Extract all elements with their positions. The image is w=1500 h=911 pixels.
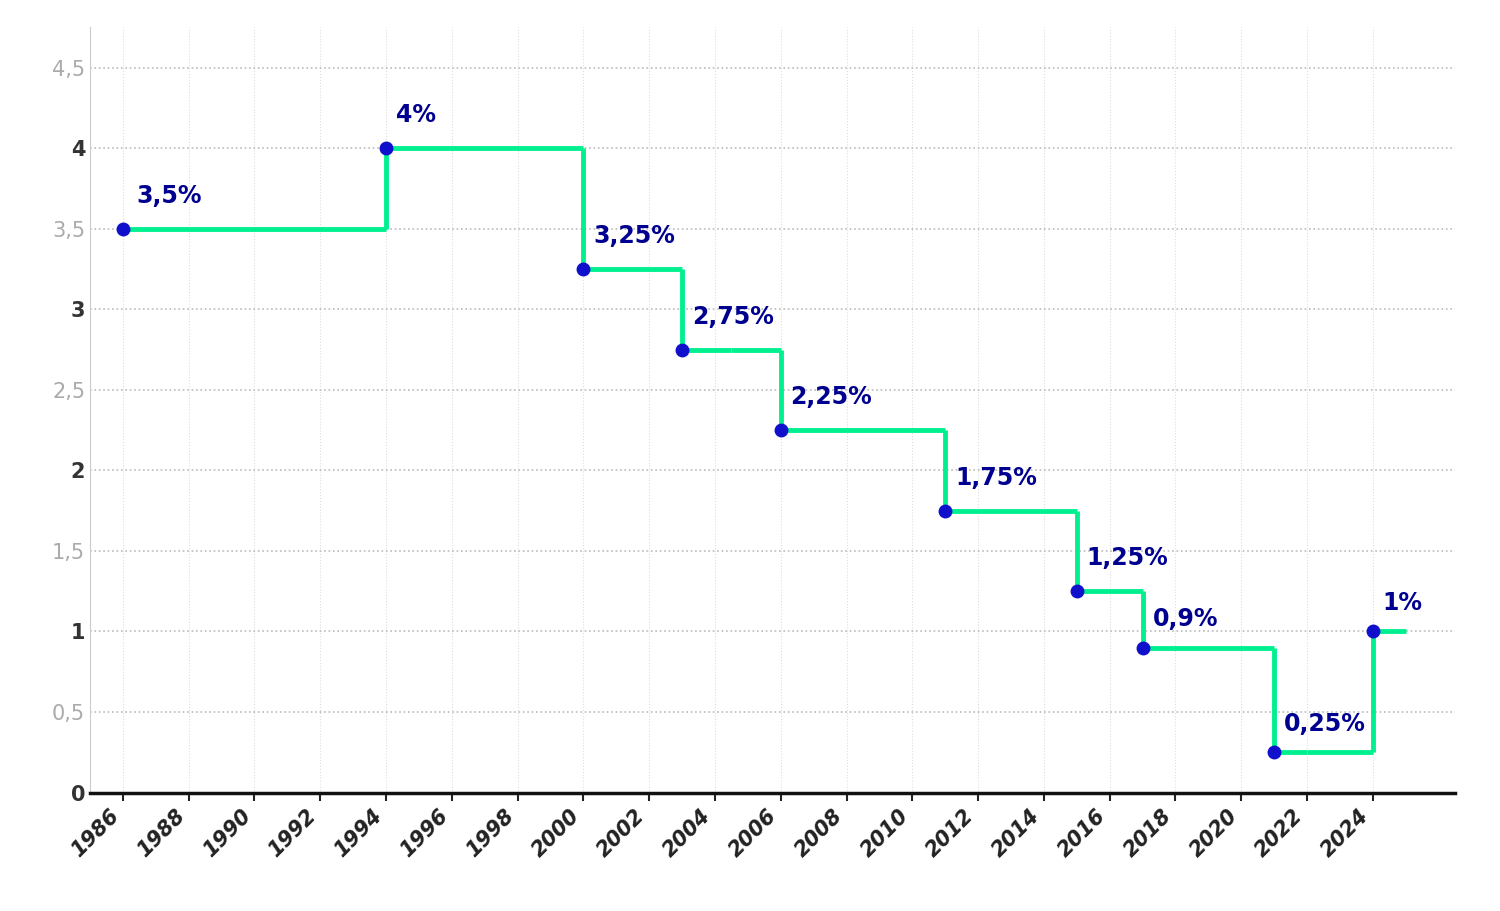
- Text: 0,9%: 0,9%: [1152, 608, 1218, 631]
- Text: 1%: 1%: [1383, 591, 1422, 615]
- Text: 0,25%: 0,25%: [1284, 712, 1366, 736]
- Text: 4%: 4%: [396, 103, 436, 128]
- Text: 3,25%: 3,25%: [592, 224, 675, 248]
- Text: 1,25%: 1,25%: [1086, 547, 1168, 570]
- Text: 2,25%: 2,25%: [790, 385, 873, 409]
- Text: 3,5%: 3,5%: [136, 184, 201, 208]
- Text: 2,75%: 2,75%: [692, 304, 774, 329]
- Text: 1,75%: 1,75%: [956, 466, 1036, 490]
